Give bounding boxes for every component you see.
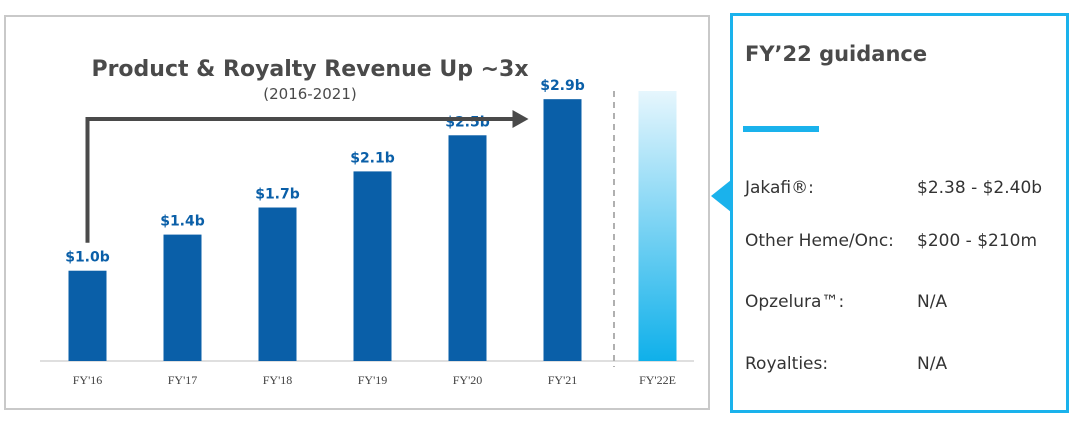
bar [543,99,582,362]
bar [448,135,487,361]
guidance-value: N/A [917,354,948,374]
growth-arrow-head [512,110,529,128]
x-tick-label: FY'16 [73,373,103,387]
revenue-bar-chart: $1.0b FY'16 $1.4b FY'17 $1.7b FY'18 $2.1b FY'19… [40,78,694,387]
bar-data-label: $1.4b [160,214,205,230]
chart-panel: $1.0b FY'16 $1.4b FY'17 $1.7b FY'18 $2.1b FY'19… [4,15,710,410]
guidance-label: Jakafi®: [745,178,814,198]
guidance-row-opzelura: Opzelura™: N/A [745,292,1065,318]
bar [68,270,107,361]
chart-title: Product & Royalty Revenue Up ~3x [91,57,529,82]
guidance-label: Other Heme/Onc: [745,231,894,251]
bar-data-label: $1.0b [65,250,110,266]
bar-data-label: $2.1b [350,150,395,166]
x-tick-label: FY'18 [263,373,293,387]
guidance-row-royalties: Royalties: N/A [745,354,1065,380]
x-tick-label: FY'22E [639,373,676,387]
guidance-label: Royalties: [745,354,829,374]
guidance-row-other-heme-onc: Other Heme/Onc: $200 - $210m [745,231,1065,257]
guidance-label: Opzelura™: [745,292,845,312]
guidance-row-jakafi: Jakafi®: $2.38 - $2.40b [745,178,1065,204]
guidance-title: FY’22 guidance [745,42,928,66]
x-tick-label: FY'17 [168,373,198,387]
bar [258,207,297,361]
guidance-value: N/A [917,292,948,312]
bar [163,234,202,361]
x-tick-label: FY'20 [453,373,483,387]
bar [353,171,392,361]
guidance-value: $200 - $210m [917,231,1038,251]
bar-data-label: $2.9b [540,78,585,94]
bar-data-label: $1.7b [255,187,300,203]
guidance-panel: FY’22 guidance Jakafi®: $2.38 - $2.40b O… [730,13,1069,413]
bar-data-label: $2.5b [445,114,490,130]
estimate-bar [638,91,677,361]
growth-arrow-line [85,117,515,243]
x-tick-label: FY'19 [358,373,388,387]
guidance-accent-bar [743,126,819,132]
guidance-pointer-arrow [711,180,731,212]
chart-subtitle: (2016-2021) [263,85,357,103]
x-tick-label: FY'21 [548,373,578,387]
guidance-value: $2.38 - $2.40b [917,178,1043,198]
